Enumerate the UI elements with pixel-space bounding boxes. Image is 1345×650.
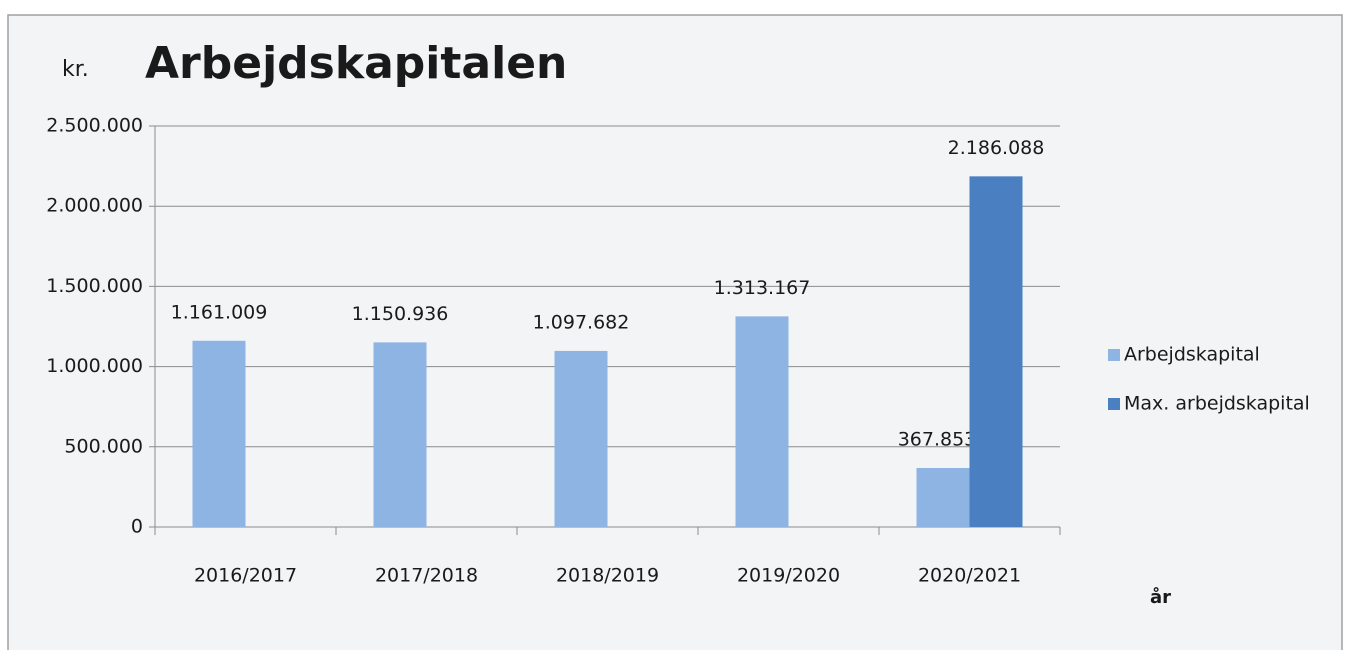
bar [916, 467, 970, 527]
chart-title: Arbejdskapitalen [145, 38, 567, 89]
bar [735, 316, 789, 527]
x-tick-label: 2019/2020 [737, 565, 840, 587]
x-tick-label: 2016/2017 [194, 565, 297, 587]
y-tick-label: 2.500.000 [46, 115, 143, 137]
y-tick-label: 2.000.000 [46, 195, 143, 217]
y-tick-label: 1.500.000 [46, 275, 143, 297]
y-tick-label: 1.000.000 [46, 355, 143, 377]
bar [969, 176, 1023, 527]
data-label: 1.161.009 [171, 301, 268, 323]
data-label: 2.186.088 [948, 137, 1045, 159]
data-label: 1.313.167 [714, 277, 811, 299]
x-tick-label: 2020/2021 [918, 565, 1021, 587]
data-label: 1.150.936 [352, 303, 449, 325]
y-axis-label: kr. [62, 57, 89, 82]
legend-swatch [1108, 349, 1120, 361]
legend-label: Max. arbejdskapital [1124, 393, 1310, 415]
legend-swatch [1108, 398, 1120, 410]
bar [554, 350, 608, 527]
legend-label: Arbejdskapital [1124, 344, 1260, 366]
y-tick-label: 500.000 [64, 435, 143, 457]
x-axis-label: år [1150, 586, 1171, 608]
x-tick-label: 2017/2018 [375, 565, 478, 587]
y-tick-label: 0 [131, 516, 143, 538]
x-tick-label: 2018/2019 [556, 565, 659, 587]
bar [192, 340, 246, 527]
data-label: 367.853 [898, 428, 977, 450]
data-label: 1.097.682 [533, 311, 630, 333]
bar [373, 342, 427, 527]
chart-frame [7, 14, 1343, 650]
